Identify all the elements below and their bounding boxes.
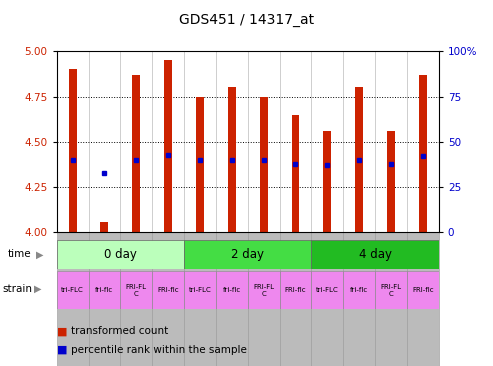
Text: percentile rank within the sample: percentile rank within the sample (71, 344, 247, 355)
Text: time: time (7, 249, 31, 259)
Text: ▶: ▶ (34, 284, 41, 294)
Bar (152, 232, 184, 366)
Text: FRI-FL
C: FRI-FL C (381, 284, 402, 296)
Text: fri-flc: fri-flc (95, 287, 113, 293)
Bar (196, 97, 204, 232)
Bar (120, 271, 152, 309)
Bar (407, 271, 439, 309)
Bar (419, 75, 427, 232)
Bar (260, 97, 268, 232)
Bar (164, 60, 172, 232)
Text: FRI-flc: FRI-flc (157, 287, 179, 293)
Text: fri-flc: fri-flc (350, 287, 368, 293)
Text: tri-FLC: tri-FLC (189, 287, 211, 293)
Bar (247, 232, 280, 366)
Bar (57, 232, 89, 366)
Bar (228, 87, 236, 232)
Text: FRI-FL
C: FRI-FL C (253, 284, 274, 296)
Bar (216, 232, 247, 366)
Bar (291, 115, 299, 232)
Text: tri-FLC: tri-FLC (61, 287, 84, 293)
Text: FRI-flc: FRI-flc (412, 287, 434, 293)
Text: fri-flc: fri-flc (223, 287, 241, 293)
Bar (312, 232, 343, 366)
Bar (387, 131, 395, 232)
Bar (89, 271, 120, 309)
Text: 0 day: 0 day (104, 248, 137, 261)
Bar (312, 240, 439, 269)
Bar (184, 232, 216, 366)
Text: FRI-FL
C: FRI-FL C (126, 284, 147, 296)
Bar (132, 75, 141, 232)
Text: ■: ■ (57, 326, 67, 336)
Text: transformed count: transformed count (71, 326, 169, 336)
Bar (184, 271, 216, 309)
Bar (375, 232, 407, 366)
Bar (101, 221, 108, 232)
Bar (57, 271, 89, 309)
Bar (407, 232, 439, 366)
Bar (280, 271, 312, 309)
Text: 4 day: 4 day (358, 248, 391, 261)
Bar (375, 271, 407, 309)
Text: FRI-flc: FRI-flc (284, 287, 306, 293)
Bar (120, 232, 152, 366)
Bar (216, 271, 247, 309)
Text: tri-FLC: tri-FLC (316, 287, 339, 293)
Bar (152, 271, 184, 309)
Text: 2 day: 2 day (231, 248, 264, 261)
Text: ■: ■ (57, 344, 67, 355)
Bar (184, 240, 312, 269)
Bar (343, 232, 375, 366)
Bar (343, 271, 375, 309)
Bar (69, 69, 76, 232)
Text: strain: strain (2, 284, 33, 294)
Text: GDS451 / 14317_at: GDS451 / 14317_at (179, 13, 314, 27)
Bar (312, 271, 343, 309)
Bar (247, 271, 280, 309)
Bar (280, 232, 312, 366)
Bar (57, 240, 184, 269)
Bar (89, 232, 120, 366)
Bar (355, 87, 363, 232)
Bar (323, 131, 331, 232)
Text: ▶: ▶ (35, 249, 43, 259)
